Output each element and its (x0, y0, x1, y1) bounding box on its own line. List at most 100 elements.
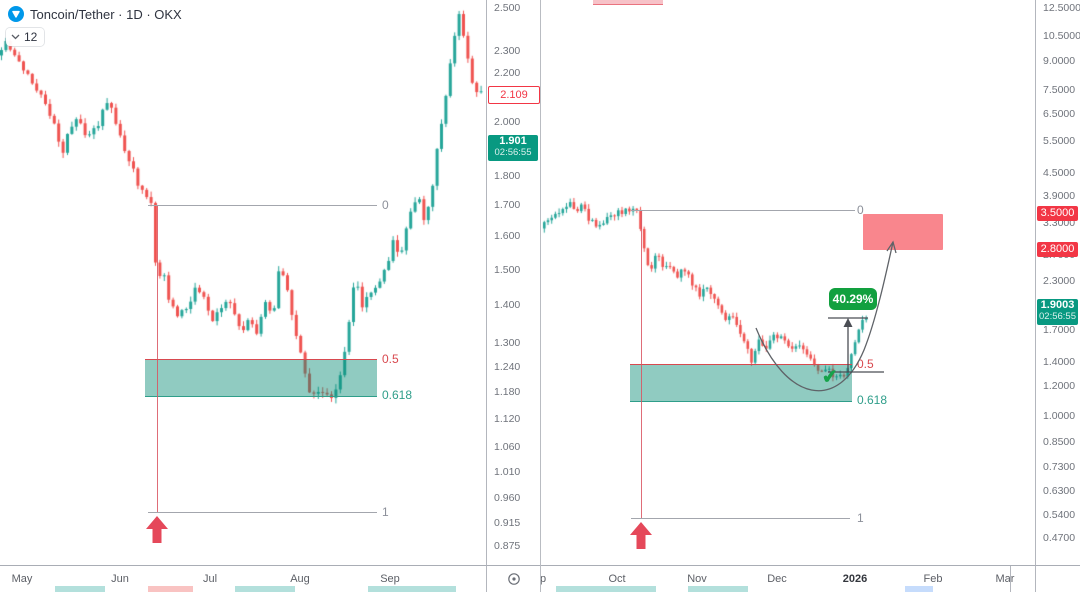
price-tick: 0.7300 (1043, 460, 1076, 473)
countdown-timer: 02:56:55 (1039, 311, 1076, 323)
countdown-timer: 02:56:55 (494, 147, 532, 159)
cropped-candle-fragment (556, 586, 656, 592)
fib-band (630, 364, 852, 403)
cropped-candle-fragment (368, 586, 456, 592)
cropped-candle-fragment (148, 586, 193, 592)
chevron-down-icon (11, 34, 20, 40)
fib-level-label: 0 (857, 202, 864, 217)
interval-chip-toncoin[interactable]: 12 (6, 28, 45, 46)
chart-legend-toncoin[interactable]: Toncoin/Tether · 1D · OKX (8, 6, 182, 22)
price-tick: 0.4700 (1043, 531, 1076, 544)
price-tick: 0.875 (494, 539, 521, 552)
price-tick: 0.8500 (1043, 436, 1076, 449)
price-tick: 1.2000 (1043, 380, 1076, 393)
price-tick: 1.4000 (1043, 355, 1076, 368)
symbol-title-toncoin[interactable]: Toncoin/Tether · 1D · OKX (30, 6, 182, 22)
fib-level-label: 1 (382, 505, 389, 520)
chart-pane-toncoin[interactable]: Toncoin/Tether · 1D · OKX 12 (0, 0, 486, 565)
time-label: Aug (290, 573, 310, 585)
price-tick: 0.5400 (1043, 509, 1076, 522)
price-tick: 6.5000 (1043, 107, 1076, 120)
time-label: Jul (202, 573, 218, 585)
chart-pane-sui[interactable]: Sui/Tether · 1D · OKX 12 (540, 0, 1035, 565)
time-axis[interactable]: ep Oct Nov Dec 2026 Feb Mar (540, 565, 1035, 592)
toncoin-icon (8, 6, 24, 22)
fib-level-line (631, 209, 855, 211)
cropped-candle-fragment (905, 586, 933, 592)
price-tick: 1.180 (494, 386, 521, 399)
fib-level-label: 0 (382, 198, 389, 213)
price-label-alert: 2.109 (488, 86, 540, 105)
price-tick: 2.300 (494, 44, 521, 57)
cropped-candle-fragment (55, 586, 105, 592)
time-label: Mar (995, 573, 1015, 585)
fib-level-line (148, 205, 377, 207)
time-axis-corner[interactable] (1035, 565, 1080, 592)
time-axis-corner[interactable] (486, 565, 541, 592)
confirmation-check-icon: ✔ (821, 366, 839, 389)
price-tick: 1.600 (494, 230, 521, 243)
cropped-candle-fragment (688, 586, 748, 592)
cropped-candle-fragment (235, 586, 295, 592)
time-label: Oct (608, 573, 626, 585)
price-axis[interactable]: 2.500 2.300 2.200 2.000 1.800 1.700 1.600 1.500… (486, 0, 541, 565)
interval-value-toncoin: 12 (24, 30, 38, 44)
candlestick-canvas-toncoin (0, 0, 486, 565)
price-tick: 4.5000 (1043, 166, 1076, 179)
price-tick: 1.0000 (1043, 409, 1076, 422)
price-tick: 2.3000 (1043, 275, 1076, 288)
price-axis[interactable]: 12.5000 10.5000 9.0000 7.5000 6.5000 5.5000 4.… (1035, 0, 1080, 565)
price-tick: 0.960 (494, 492, 521, 505)
price-tick: 1.500 (494, 263, 521, 276)
price-tick: 2.000 (494, 116, 521, 129)
price-tick: 2.500 (494, 2, 521, 14)
fib-level-label: 0.5 (857, 357, 874, 371)
time-label: Nov (687, 573, 707, 585)
fib-level-label: 1 (857, 511, 864, 526)
price-tick: 3.9000 (1043, 190, 1076, 203)
price-tick: 0.6300 (1043, 484, 1076, 497)
price-label-current: 1.901 02:56:55 (488, 135, 538, 162)
time-label: Jun (111, 573, 129, 585)
candlestick-canvas-sui (540, 0, 1035, 565)
fib-band (145, 358, 377, 397)
price-tick: 7.5000 (1043, 84, 1076, 97)
price-tick: 0.915 (494, 516, 521, 529)
cropped-drawing-fragment-top (593, 0, 663, 5)
price-tick: 12.5000 (1043, 2, 1080, 14)
fib-level-label: 0.5 (382, 351, 399, 366)
time-label: ep (540, 573, 547, 585)
fib-level-label: 0.618 (857, 393, 888, 408)
price-tick: 2.200 (494, 67, 521, 80)
time-axis[interactable]: May Jun Jul Aug Sep (0, 565, 486, 592)
target-zone-box[interactable] (863, 213, 943, 250)
retracement-percent-pill[interactable]: 40.29% (829, 288, 877, 310)
time-label: 2026 (842, 573, 868, 585)
price-scale-settings-icon[interactable] (507, 572, 521, 586)
time-label: Sep (380, 573, 400, 585)
price-tick: 1.7000 (1043, 324, 1076, 337)
price-tick: 1.240 (494, 361, 521, 373)
price-tick: 9.0000 (1043, 55, 1076, 68)
price-label-alert: 2.8000 (1037, 241, 1078, 257)
price-label-alert: 3.5000 (1037, 205, 1078, 221)
price-tick: 1.010 (494, 466, 521, 479)
price-tick: 1.120 (494, 413, 521, 426)
time-label: Dec (767, 573, 787, 585)
time-label: May (11, 573, 33, 585)
fib-vertical-line (641, 209, 642, 519)
fib-level-line (631, 518, 850, 520)
pane-separator[interactable] (540, 0, 541, 592)
price-tick: 1.800 (494, 170, 521, 183)
fib-vertical-line (157, 205, 158, 513)
price-tick: 1.060 (494, 441, 521, 454)
price-tick: 1.700 (494, 199, 521, 212)
price-tick: 10.5000 (1043, 30, 1080, 43)
time-label: Feb (923, 573, 943, 585)
price-tick: 5.5000 (1043, 134, 1076, 147)
price-label-current: 1.9003 02:56:55 (1037, 299, 1078, 326)
fib-level-line (148, 512, 377, 514)
time-axis-divider (1010, 566, 1011, 592)
price-tick: 1.300 (494, 336, 521, 349)
